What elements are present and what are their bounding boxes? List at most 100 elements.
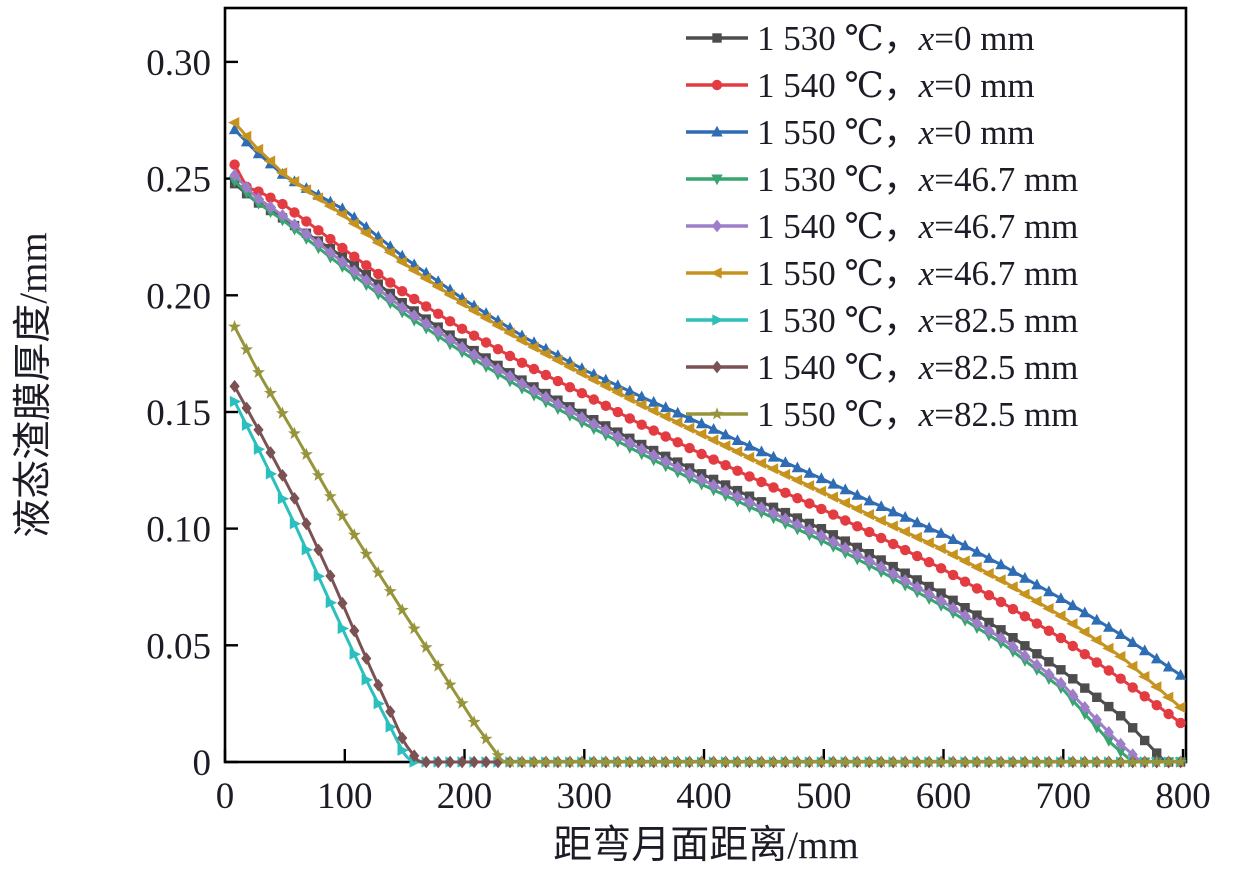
marker-triangle-left [1006,581,1018,593]
marker-diamond [289,492,300,505]
marker-diamond [361,273,372,287]
marker-square [1056,665,1066,675]
marker-circle [385,277,396,288]
marker-triangle-down [1091,722,1103,734]
marker-circle [576,388,588,399]
marker-diamond [229,168,240,182]
marker-triangle-left [443,289,455,301]
marker-circle [1127,682,1138,693]
marker-triangle-left [730,446,743,458]
marker-star [371,565,385,579]
x-axis-tick-label: 300 [557,776,613,817]
marker-diamond [469,755,480,769]
marker-diamond [277,469,288,482]
marker-triangle-up [672,406,684,418]
marker-diamond [325,569,336,583]
marker-circle [1043,625,1055,636]
marker-triangle-left [407,264,419,276]
marker-star [1150,755,1164,768]
marker-diamond [289,218,300,231]
marker-diamond [445,755,456,769]
marker-square [1008,633,1018,643]
x-axis-tick-label: 200 [437,776,493,817]
series-1540C-x46.7 [229,168,1186,769]
y-axis-tick-label: 0.25 [146,160,211,201]
marker-triangle-right [265,468,278,480]
marker-diamond [852,548,863,561]
marker-triangle-down [1115,747,1127,758]
marker-triangle-left [275,167,288,179]
marker-star [252,365,265,378]
marker-star [563,755,577,768]
marker-triangle-up [1151,652,1163,664]
marker-circle [1031,618,1043,629]
marker-diamond [409,749,420,763]
marker-triangle-right [229,395,242,408]
marker-triangle-left [671,416,683,429]
marker-triangle-left [850,503,862,515]
marker-star [288,426,301,440]
y-axis-tick-label: 0 [193,743,212,784]
marker-triangle-right [712,314,724,326]
marker-diamond [1091,713,1102,727]
legend-item-1530C-x0: 1 530 ℃，x=0 mm [686,19,1035,58]
marker-star [407,621,421,635]
marker-square [924,581,934,592]
marker-diamond [888,567,899,581]
marker-triangle-left [479,312,491,324]
marker-star [850,755,864,768]
marker-diamond [397,731,408,745]
marker-triangle-up [711,125,723,137]
marker-square [1128,723,1138,733]
marker-triangle-up [755,445,768,457]
series-1550C-x46.7 [228,117,1186,713]
marker-diamond [397,301,408,314]
marker-diamond [756,501,767,515]
series-1550C-x82.5 [228,320,1188,768]
marker-star [982,755,996,768]
marker-square [1116,711,1126,721]
marker-star [767,755,780,768]
marker-circle [1091,657,1103,668]
marker-circle [433,308,444,319]
marker-square [984,617,994,628]
marker-star [311,468,325,481]
marker-circle [564,382,576,393]
marker-circle [648,425,659,436]
marker-circle [1007,603,1019,615]
marker-triangle-left [287,176,300,188]
marker-diamond [711,360,723,374]
marker-diamond [600,423,611,437]
marker-diamond [445,333,456,346]
marker-square [852,542,862,553]
marker-diamond [576,411,587,424]
marker-diamond [433,325,444,338]
marker-triangle-left [527,341,539,353]
marker-star [779,755,792,768]
marker-diamond [421,317,432,330]
marker-triangle-up [648,395,660,407]
marker-star [958,755,972,768]
marker-circle [900,544,911,556]
marker-triangle-left [1150,681,1162,693]
legend-item-1550C-x46.7: 1 550 ℃，x=46.7 mm [686,254,1078,293]
marker-triangle-left [910,531,922,543]
marker-circle [660,431,671,442]
marker-triangle-up [971,545,983,557]
marker-diamond [265,200,276,214]
marker-triangle-left [263,155,276,167]
marker-circle [947,569,959,581]
marker-diamond [816,529,827,543]
marker-triangle-left [419,272,431,285]
marker-diamond [1067,688,1078,702]
y-axis-tick-label: 0.15 [146,393,211,434]
marker-circle [768,482,779,493]
marker-circle [923,557,935,568]
marker-diamond [696,473,707,486]
marker-circle [600,400,611,411]
marker-triangle-left [695,428,707,440]
marker-triangle-up [636,390,648,402]
marker-triangle-left [240,130,252,142]
marker-diamond [624,436,635,450]
marker-triangle-up [875,500,887,511]
